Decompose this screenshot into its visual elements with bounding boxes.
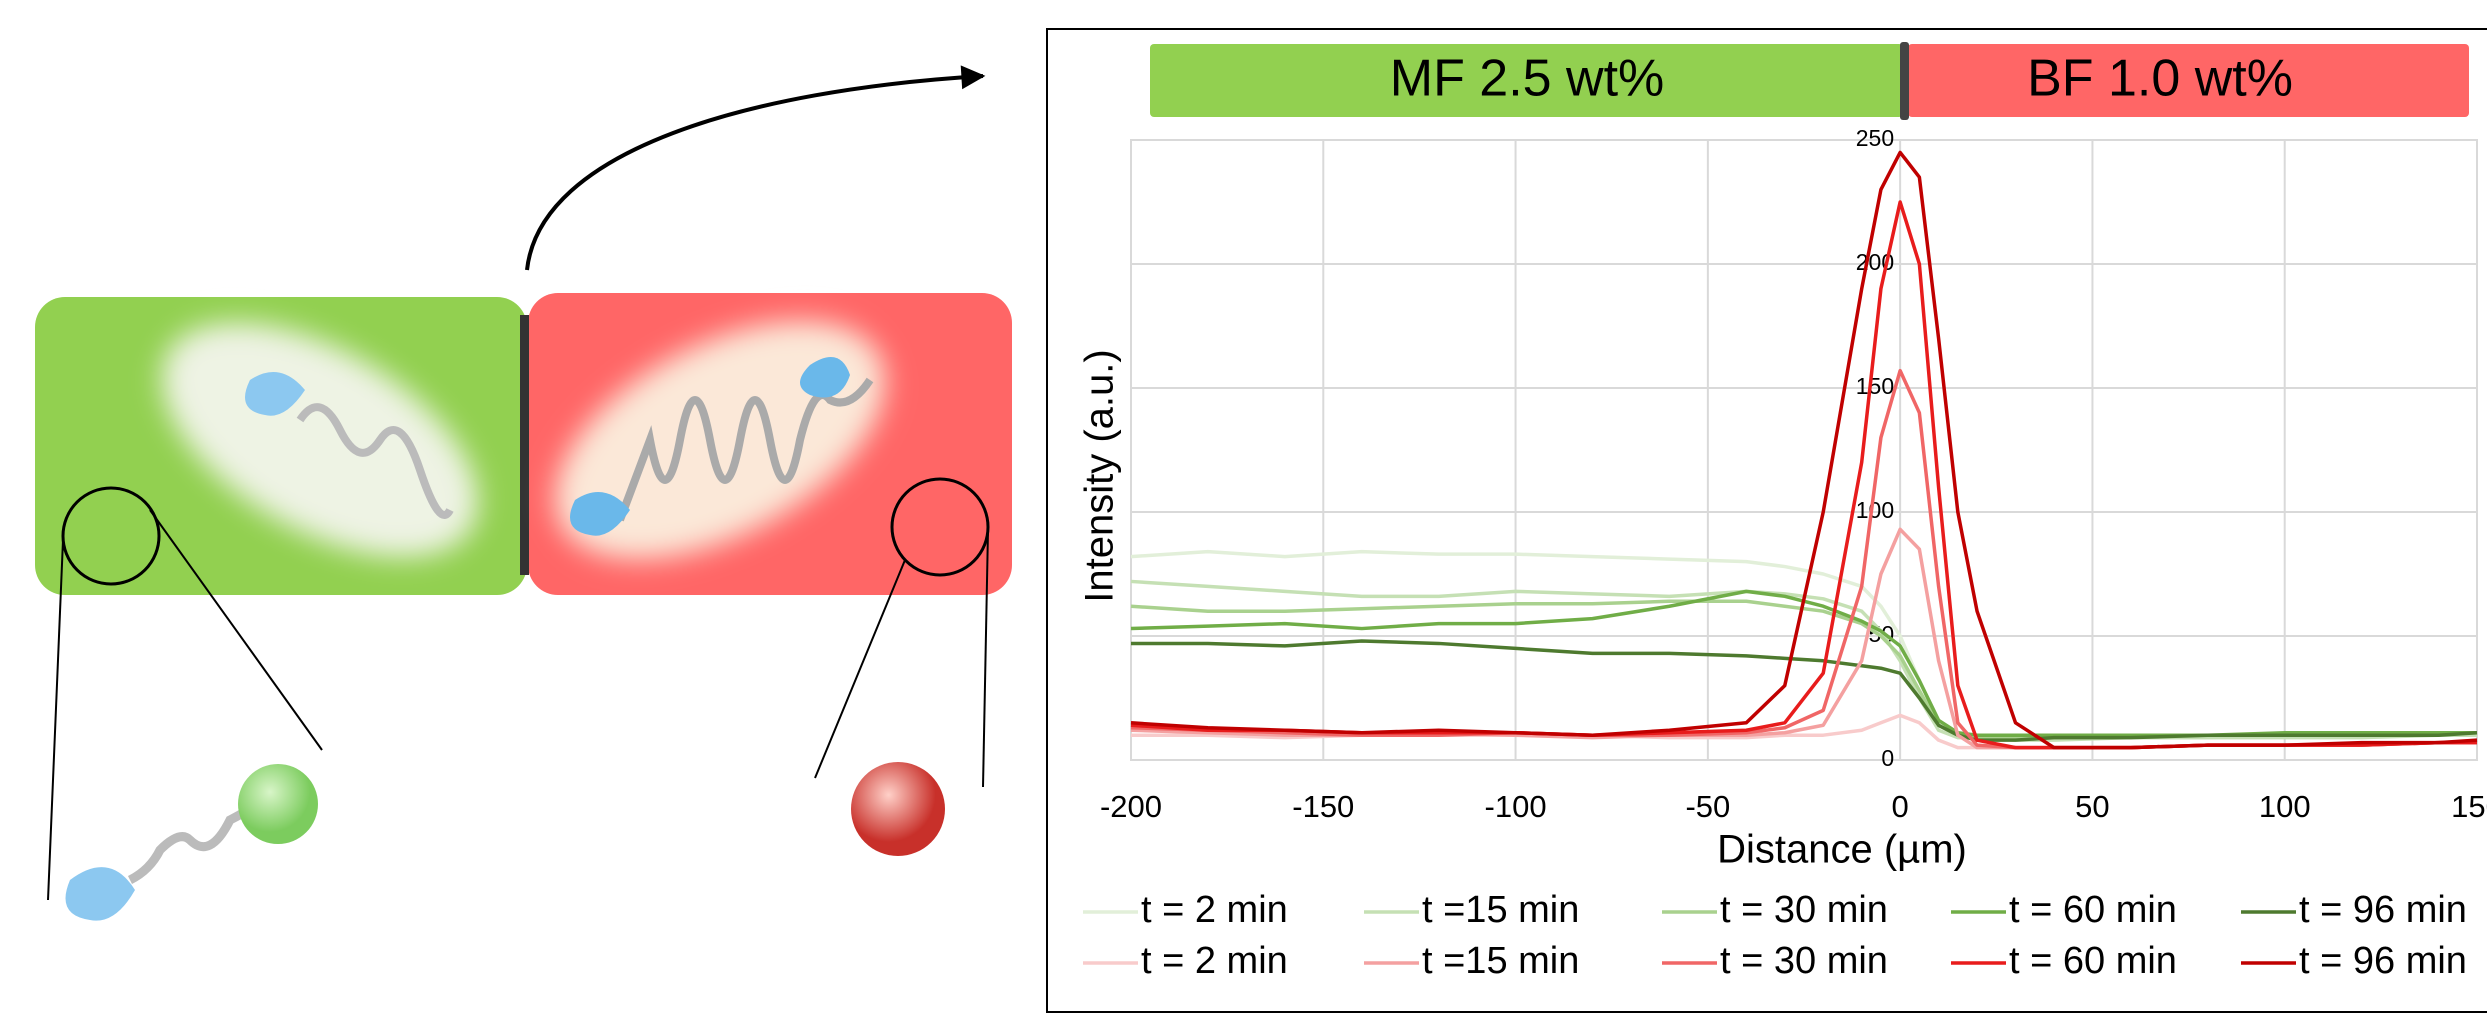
y-tick-label: 100 (1856, 497, 1894, 523)
interface (1900, 42, 1909, 120)
legend-label: t = 30 min (1720, 940, 1888, 982)
legend-label: t = 30 min (1720, 889, 1888, 931)
legend-label: t =15 min (1422, 889, 1579, 931)
x-axis-title: Distance (µm) (1717, 828, 1967, 872)
interface (520, 315, 529, 575)
y-tick-label: 150 (1856, 373, 1894, 399)
figure: MF 2.5 wt% BF 1.0 wt% Distance (µm) Inte… (0, 0, 2487, 1015)
schematic (35, 76, 1012, 921)
zoom-line (48, 540, 63, 900)
annotation: BF 1.0 wt% (2027, 50, 2293, 108)
ball (851, 762, 945, 856)
legend-label: t = 60 min (2009, 889, 2177, 931)
legend-label: t =15 min (1422, 940, 1579, 982)
legend-label: t = 96 min (2299, 889, 2467, 931)
x-tick-label: -200 (1100, 789, 1162, 824)
head (66, 867, 136, 920)
y-tick-label: 0 (1881, 745, 1894, 771)
legend-label: t = 2 min (1141, 940, 1288, 982)
x-tick-label: 0 (1892, 789, 1909, 824)
x-tick-label: -100 (1485, 789, 1547, 824)
y-tick-label: 250 (1856, 125, 1894, 151)
y-axis-title: Intensity (a.u.) (1078, 349, 1122, 602)
x-tick-label: 150 (2451, 789, 2487, 824)
page: MF 2.5 wt% BF 1.0 wt% Distance (µm) Inte… (0, 0, 2487, 1015)
annotation: MF 2.5 wt% (1390, 50, 1665, 108)
legend-label: t = 2 min (1141, 889, 1288, 931)
legend-label: t = 96 min (2299, 940, 2467, 982)
arrow (527, 76, 983, 270)
x-tick-label: -50 (1685, 789, 1730, 824)
legend-label: t = 60 min (2009, 940, 2177, 982)
x-tick-label: -150 (1292, 789, 1354, 824)
ball (238, 764, 318, 844)
x-tick-label: 100 (2259, 789, 2311, 824)
x-tick-label: 50 (2075, 789, 2109, 824)
